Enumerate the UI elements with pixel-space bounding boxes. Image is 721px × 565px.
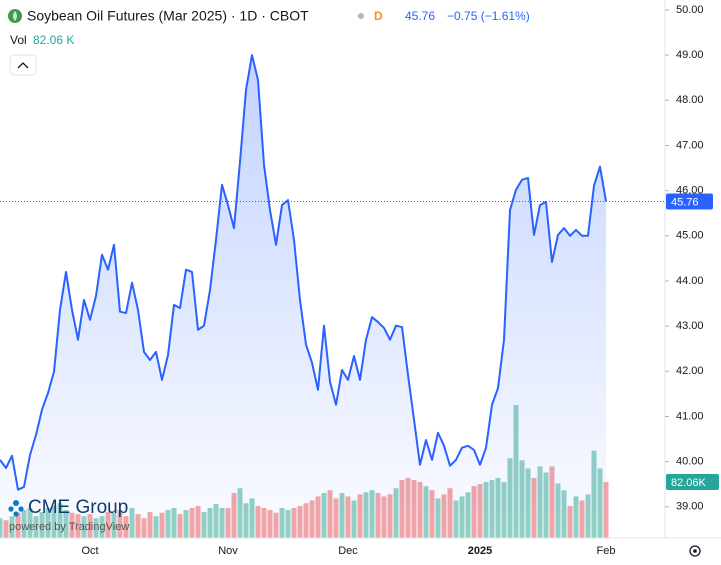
volume-tag-label: 82.06K	[671, 477, 707, 489]
x-tick-label: Dec	[338, 545, 358, 557]
last-price-label: 45.76	[671, 196, 699, 208]
header-change: −0.75 (−1.61%)	[447, 9, 530, 23]
y-tick-label: 42.00	[676, 365, 704, 377]
interval-badge: D	[374, 9, 383, 23]
header-price: 45.76	[405, 9, 435, 23]
y-tick-label: 50.00	[676, 4, 704, 16]
logo-text: CME Group	[28, 497, 128, 518]
y-tick-label: 40.00	[676, 456, 704, 468]
x-tick-label: Feb	[597, 545, 616, 557]
collapse-icon	[17, 62, 29, 69]
y-tick-label: 48.00	[676, 94, 704, 106]
volume-tag	[666, 474, 719, 491]
y-tick-label: 45.00	[676, 230, 704, 242]
y-tick-label: 43.00	[676, 320, 704, 332]
x-tick-label: Nov	[218, 545, 238, 557]
price-line	[0, 54, 607, 491]
y-tick-label: 47.00	[676, 139, 704, 151]
chart-title: Soybean Oil Futures (Mar 2025) · 1D · CB…	[27, 8, 309, 24]
x-tick-label: Oct	[81, 545, 98, 557]
collapse-button[interactable]	[9, 54, 37, 76]
status-dot	[358, 13, 364, 19]
y-tick-label: 49.00	[676, 49, 704, 61]
area-fill	[0, 55, 606, 539]
y-tick-label: 39.00	[676, 501, 704, 513]
volume-header: 82.06 K	[33, 33, 74, 47]
y-tick-label: 41.00	[676, 410, 704, 422]
settings-icon[interactable]	[689, 545, 701, 557]
volume-label: Vol	[10, 33, 27, 47]
powered-by: powered by TradingView	[9, 521, 129, 533]
plot	[0, 54, 665, 539]
x-tick-label: 2025	[468, 545, 492, 557]
y-tick-label: 44.00	[676, 275, 704, 287]
last-price-tag	[666, 193, 713, 210]
cme-logo	[8, 500, 24, 517]
symbol-icon-leaf	[13, 11, 17, 21]
